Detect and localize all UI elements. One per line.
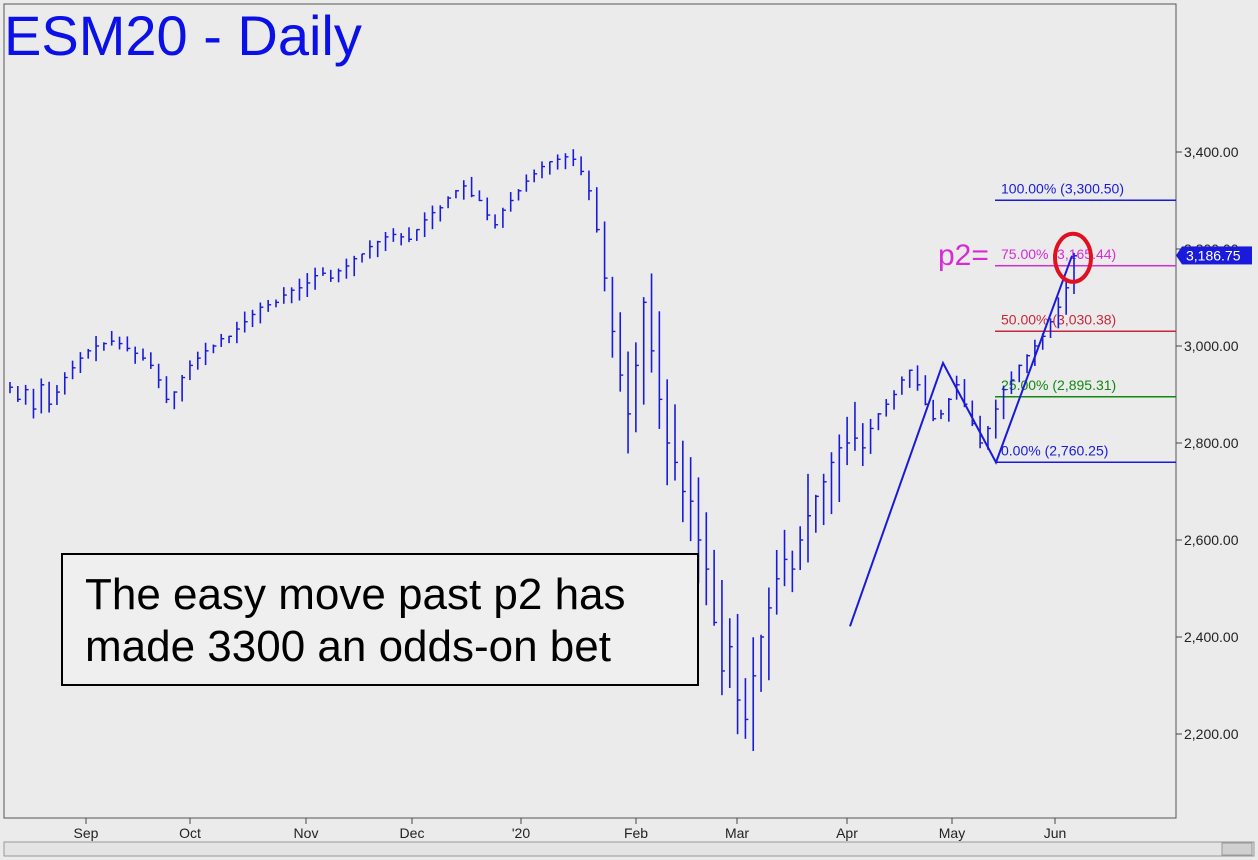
scrollbar-thumb[interactable] [1221, 842, 1253, 856]
y-tick-label: 2,400.00 [1184, 629, 1239, 645]
y-tick-label: 3,400.00 [1184, 144, 1239, 160]
x-tick-label: '20 [512, 825, 530, 841]
x-tick-label: Dec [400, 825, 425, 841]
target-circle-layer [1053, 231, 1093, 284]
last-price-label: 3,186.75 [1186, 247, 1241, 263]
x-tick-label: May [939, 825, 965, 841]
fib-levels: 100.00% (3,300.50)75.00% (3,165.44)50.00… [995, 180, 1176, 464]
x-tick-label: Jun [1044, 825, 1067, 841]
swing-pattern [849, 255, 1073, 627]
x-tick-label: Mar [725, 825, 749, 841]
horizontal-scrollbar[interactable] [3, 841, 1255, 857]
annotation-box: The easy move past p2 has made 3300 an o… [61, 553, 699, 686]
annotation-line-2: made 3300 an odds-on bet [85, 622, 611, 671]
x-tick-label: Feb [624, 825, 648, 841]
last-price-box [1182, 246, 1252, 265]
swing-line [849, 255, 1073, 627]
y-tick-label: 3,000.00 [1184, 338, 1239, 354]
y-tick-label: 2,200.00 [1184, 726, 1239, 742]
fib-level-label: 100.00% (3,300.50) [1001, 180, 1124, 196]
plot-area [3, 3, 1177, 819]
x-tick-label: Sep [74, 825, 99, 841]
x-tick-label: Oct [179, 825, 201, 841]
price-bars [9, 149, 1077, 751]
x-axis: Sep Oct Nov Dec '20 Feb Mar Apr May Jun [3, 818, 1255, 857]
y-tick-label: 2,600.00 [1184, 532, 1239, 548]
y-tick-label: 2,800.00 [1184, 435, 1239, 451]
p2-label: p2= [938, 239, 989, 272]
last-price-layer: 3,186.75 [1176, 246, 1252, 265]
x-tick-label: Nov [294, 825, 319, 841]
plot-frame [3, 3, 1177, 819]
target-circle [1053, 231, 1093, 284]
fib-level-label: 75.00% (3,165.44) [1001, 246, 1116, 262]
last-price-pointer [1176, 246, 1182, 265]
y-axis: 3,400.003,200.003,000.002,800.002,600.00… [1176, 144, 1239, 742]
chart-title: ESM20 - Daily [4, 4, 362, 67]
x-tick-label: Apr [836, 825, 858, 841]
fib-level-label: 0.00% (2,760.25) [1001, 442, 1108, 458]
fib-level-label: 25.00% (2,895.31) [1001, 377, 1116, 393]
annotation-line-1: The easy move past p2 has [85, 570, 626, 619]
